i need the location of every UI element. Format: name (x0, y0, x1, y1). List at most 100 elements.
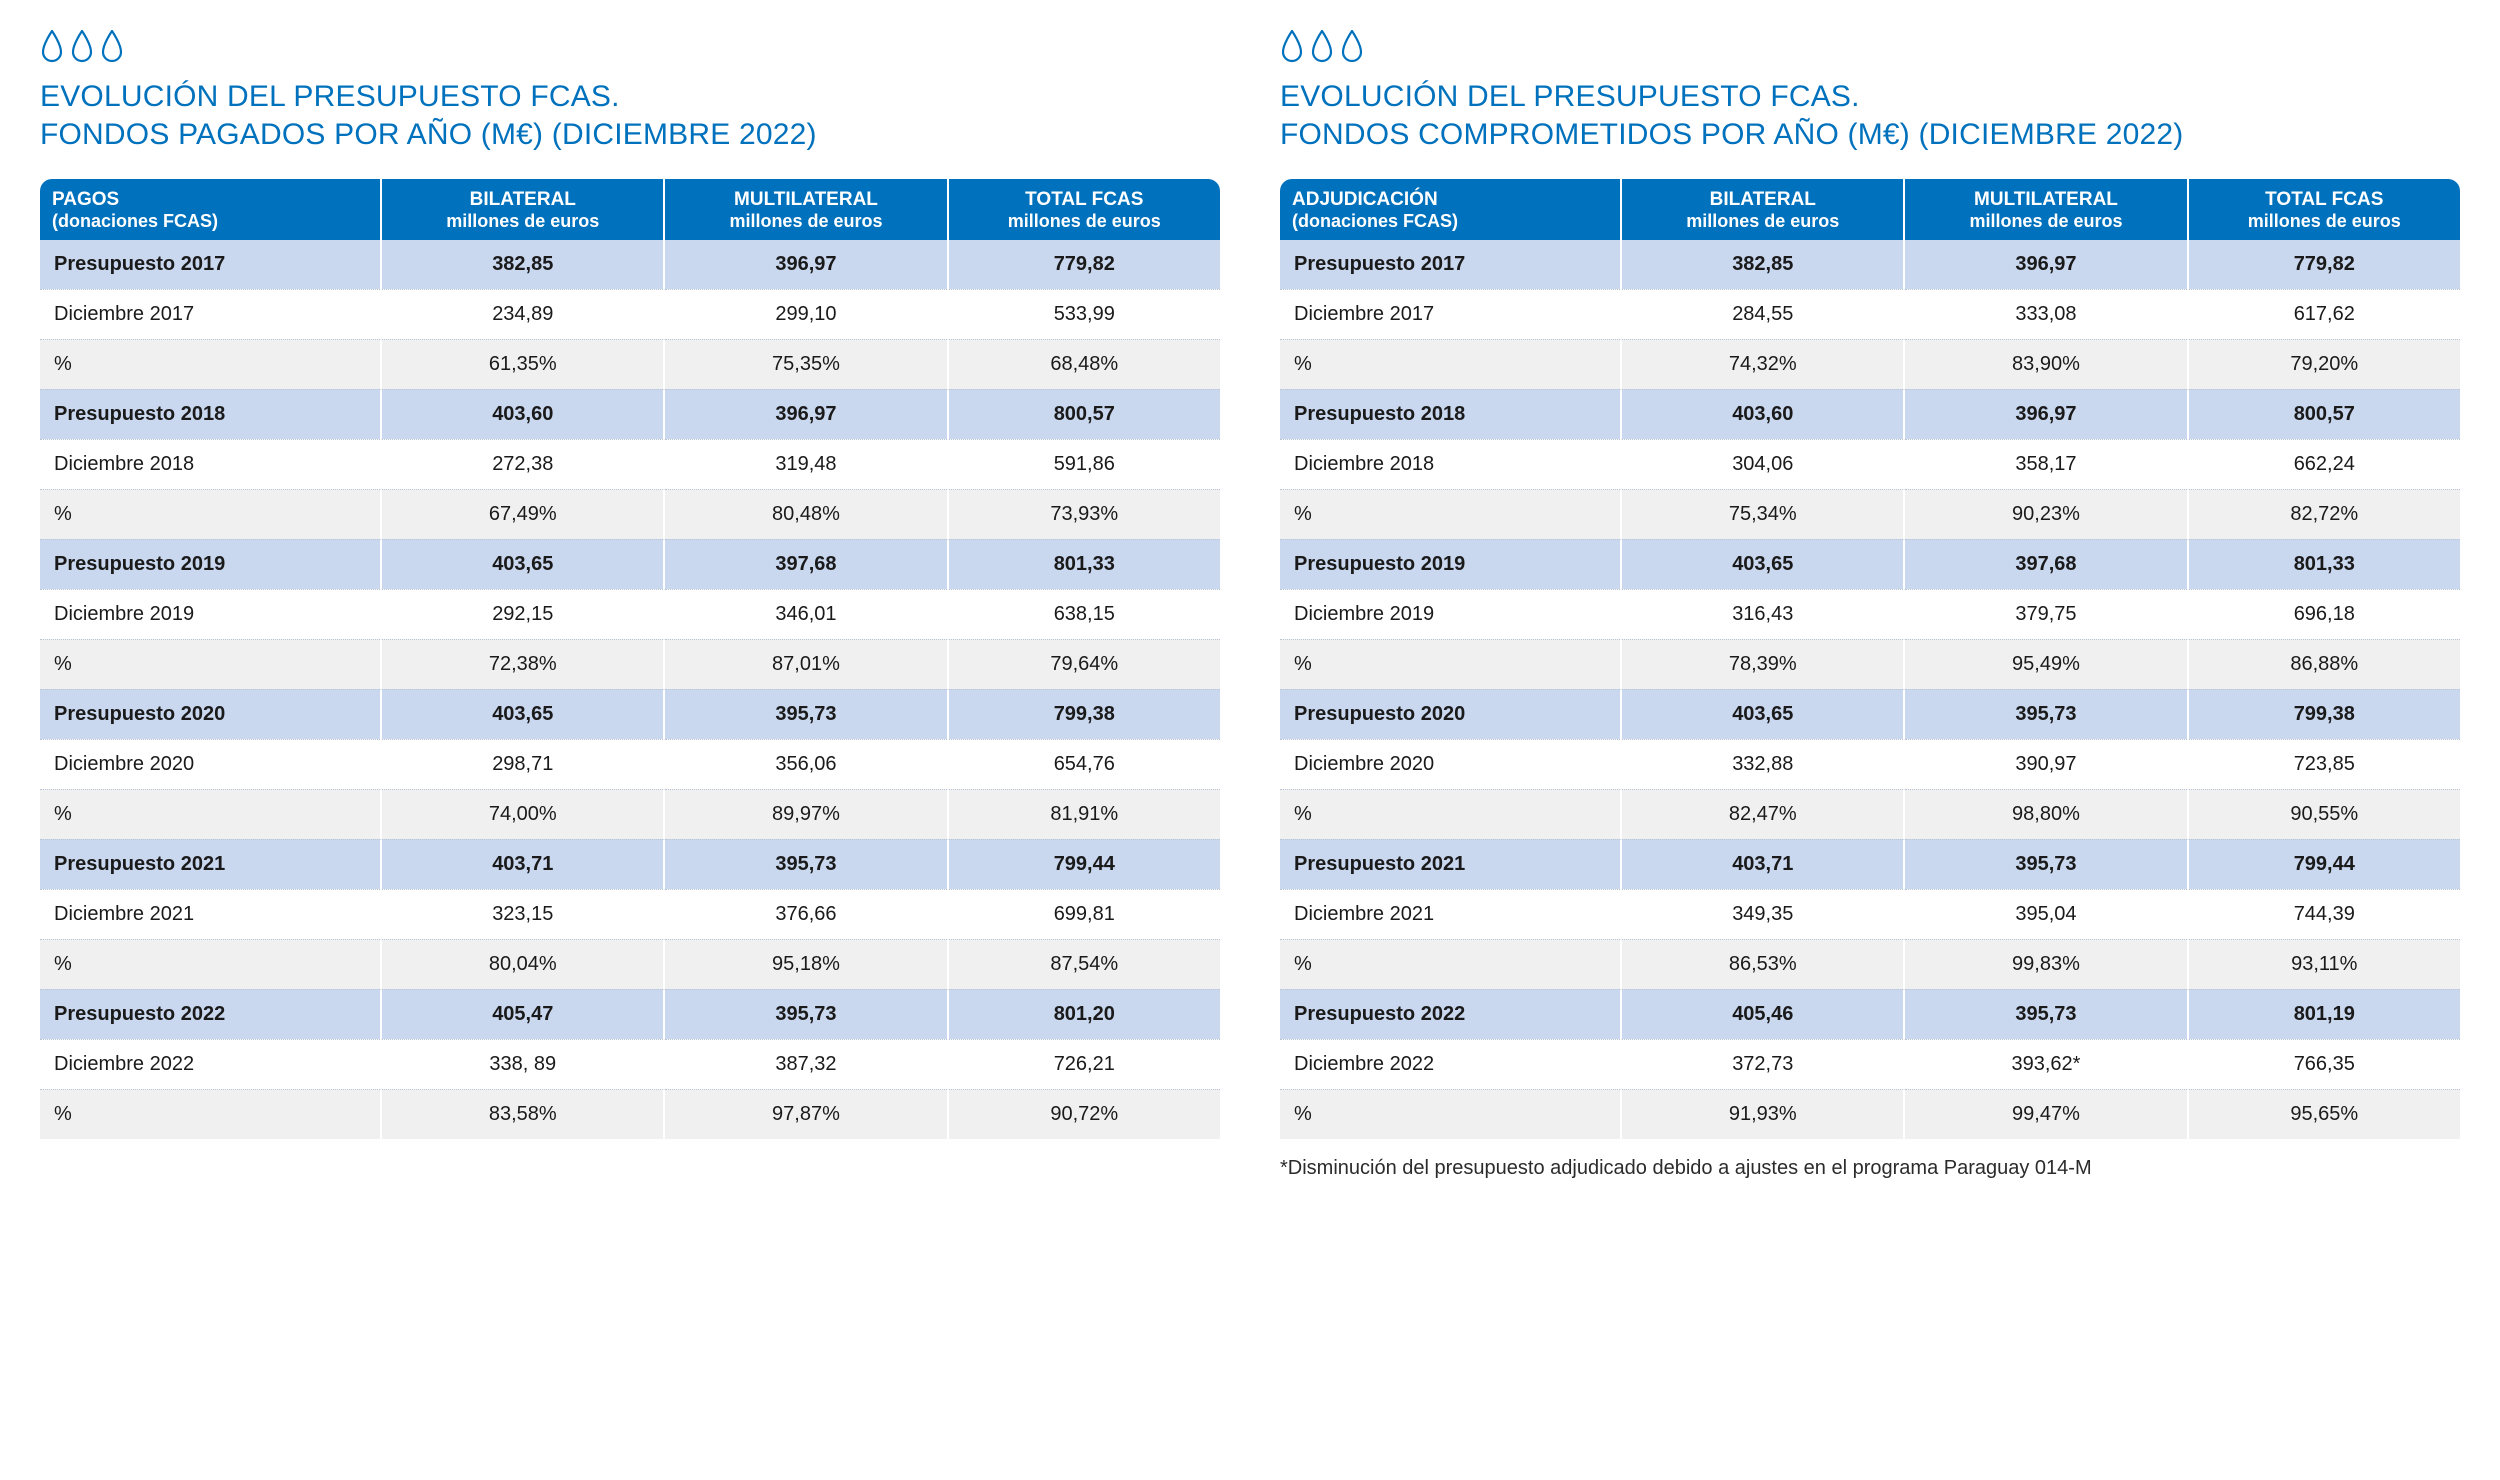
table-cell: 95,18% (665, 939, 948, 989)
table-row: Presupuesto 2019403,65397,68801,33 (1280, 539, 2460, 589)
table-row: %67,49%80,48%73,93% (40, 489, 1220, 539)
panel-title-pagados: EVOLUCIÓN DEL PRESUPUESTO FCAS. FONDOS P… (40, 78, 1220, 153)
table-row: %75,34%90,23%82,72% (1280, 489, 2460, 539)
table-cell: 358,17 (1905, 439, 2188, 489)
column-header-main: BILATERAL (1710, 189, 1816, 210)
table-cell: 298,71 (382, 739, 665, 789)
table-pagados: PAGOS(donaciones FCAS)BILATERALmillones … (40, 179, 1220, 1139)
table-cell: 405,47 (382, 989, 665, 1039)
table-cell: 75,34% (1622, 489, 1905, 539)
table-cell: 89,97% (665, 789, 948, 839)
table-cell: 72,38% (382, 639, 665, 689)
table-cell: 382,85 (1622, 240, 1905, 289)
table-cell: % (1280, 339, 1622, 389)
table-row: Presupuesto 2021403,71395,73799,44 (40, 839, 1220, 889)
table-cell: 292,15 (382, 589, 665, 639)
table-cell: 403,71 (1622, 839, 1905, 889)
table-header: ADJUDICACIÓN(donaciones FCAS)BILATERALmi… (1280, 179, 2460, 240)
table-cell: 78,39% (1622, 639, 1905, 689)
column-header-sub: millones de euros (677, 211, 934, 232)
table-row: %61,35%75,35%68,48% (40, 339, 1220, 389)
table-row: %86,53%99,83%93,11% (1280, 939, 2460, 989)
column-header-sub: millones de euros (1917, 211, 2174, 232)
table-cell: 799,38 (949, 689, 1220, 739)
table-row: Diciembre 2019316,43379,75696,18 (1280, 589, 2460, 639)
table-cell: 83,58% (382, 1089, 665, 1139)
table-cell: % (40, 639, 382, 689)
table-cell: 403,60 (382, 389, 665, 439)
table-cell: 83,90% (1905, 339, 2188, 389)
table-cell: 90,23% (1905, 489, 2188, 539)
table-cell: Diciembre 2017 (40, 289, 382, 339)
table-row: %82,47%98,80%90,55% (1280, 789, 2460, 839)
table-cell: 356,06 (665, 739, 948, 789)
table-cell: 403,65 (1622, 539, 1905, 589)
table-row: Presupuesto 2017382,85396,97779,82 (1280, 240, 2460, 289)
table-cell: 393,62* (1905, 1039, 2188, 1089)
table-cell: 319,48 (665, 439, 948, 489)
table-cell: 80,04% (382, 939, 665, 989)
table-row: Diciembre 2022372,73393,62*766,35 (1280, 1039, 2460, 1089)
column-header-sub: millones de euros (1634, 211, 1891, 232)
column-header: TOTAL FCASmillones de euros (2189, 179, 2460, 240)
table-header-row: PAGOS(donaciones FCAS)BILATERALmillones … (40, 179, 1220, 240)
table-cell: 79,64% (949, 639, 1220, 689)
table-cell: Diciembre 2021 (40, 889, 382, 939)
column-header-sub: millones de euros (2201, 211, 2448, 232)
table-cell: 79,20% (2189, 339, 2460, 389)
table-row: Presupuesto 2022405,46395,73801,19 (1280, 989, 2460, 1039)
table-cell: 81,91% (949, 789, 1220, 839)
table-cell: 67,49% (382, 489, 665, 539)
table-cell: 272,38 (382, 439, 665, 489)
column-header-sub: (donaciones FCAS) (52, 211, 368, 232)
table-cell: 234,89 (382, 289, 665, 339)
table-cell: 74,00% (382, 789, 665, 839)
table-cell: 801,33 (2189, 539, 2460, 589)
table-cell: 591,86 (949, 439, 1220, 489)
table-cell: 617,62 (2189, 289, 2460, 339)
table-cell: Presupuesto 2017 (1280, 240, 1622, 289)
column-header-main: TOTAL FCAS (2265, 189, 2383, 210)
column-header-sub: (donaciones FCAS) (1292, 211, 1608, 232)
water-drops-icon (40, 30, 1220, 74)
column-header: TOTAL FCASmillones de euros (949, 179, 1220, 240)
table-cell: 80,48% (665, 489, 948, 539)
table-row: Presupuesto 2020403,65395,73799,38 (1280, 689, 2460, 739)
table-row: Diciembre 2018272,38319,48591,86 (40, 439, 1220, 489)
table-cell: Presupuesto 2021 (40, 839, 382, 889)
table-cell: 799,44 (2189, 839, 2460, 889)
table-row: Presupuesto 2018403,60396,97800,57 (1280, 389, 2460, 439)
table-row: %78,39%95,49%86,88% (1280, 639, 2460, 689)
panel-title-comprometidos: EVOLUCIÓN DEL PRESUPUESTO FCAS. FONDOS C… (1280, 78, 2460, 153)
table-cell: % (1280, 489, 1622, 539)
table-cell: 403,65 (382, 539, 665, 589)
water-drops-icon (1280, 30, 2460, 74)
table-cell: 75,35% (665, 339, 948, 389)
table-cell: Diciembre 2018 (40, 439, 382, 489)
column-header: MULTILATERALmillones de euros (665, 179, 948, 240)
table-cell: 376,66 (665, 889, 948, 939)
table-row: Diciembre 2017234,89299,10533,99 (40, 289, 1220, 339)
table-cell: Presupuesto 2020 (40, 689, 382, 739)
table-cell: 397,68 (665, 539, 948, 589)
table-cell: % (40, 1089, 382, 1139)
title-line-1: EVOLUCIÓN DEL PRESUPUESTO FCAS. (40, 80, 620, 113)
table-body: Presupuesto 2017382,85396,97779,82Diciem… (40, 240, 1220, 1139)
column-header-sub: millones de euros (394, 211, 651, 232)
table-comprometidos: ADJUDICACIÓN(donaciones FCAS)BILATERALmi… (1280, 179, 2460, 1139)
column-header-main: MULTILATERAL (734, 189, 878, 210)
table-cell: 284,55 (1622, 289, 1905, 339)
table-cell: 333,08 (1905, 289, 2188, 339)
table-cell: 533,99 (949, 289, 1220, 339)
column-header-main: ADJUDICACIÓN (1292, 189, 1438, 210)
table-cell: 304,06 (1622, 439, 1905, 489)
table-cell: 382,85 (382, 240, 665, 289)
column-header-main: TOTAL FCAS (1025, 189, 1143, 210)
table-cell: 316,43 (1622, 589, 1905, 639)
table-cell: % (40, 339, 382, 389)
table-row: %91,93%99,47%95,65% (1280, 1089, 2460, 1139)
table-cell: 638,15 (949, 589, 1220, 639)
table-cell: Presupuesto 2020 (1280, 689, 1622, 739)
table-cell: 95,65% (2189, 1089, 2460, 1139)
table-cell: Presupuesto 2018 (40, 389, 382, 439)
